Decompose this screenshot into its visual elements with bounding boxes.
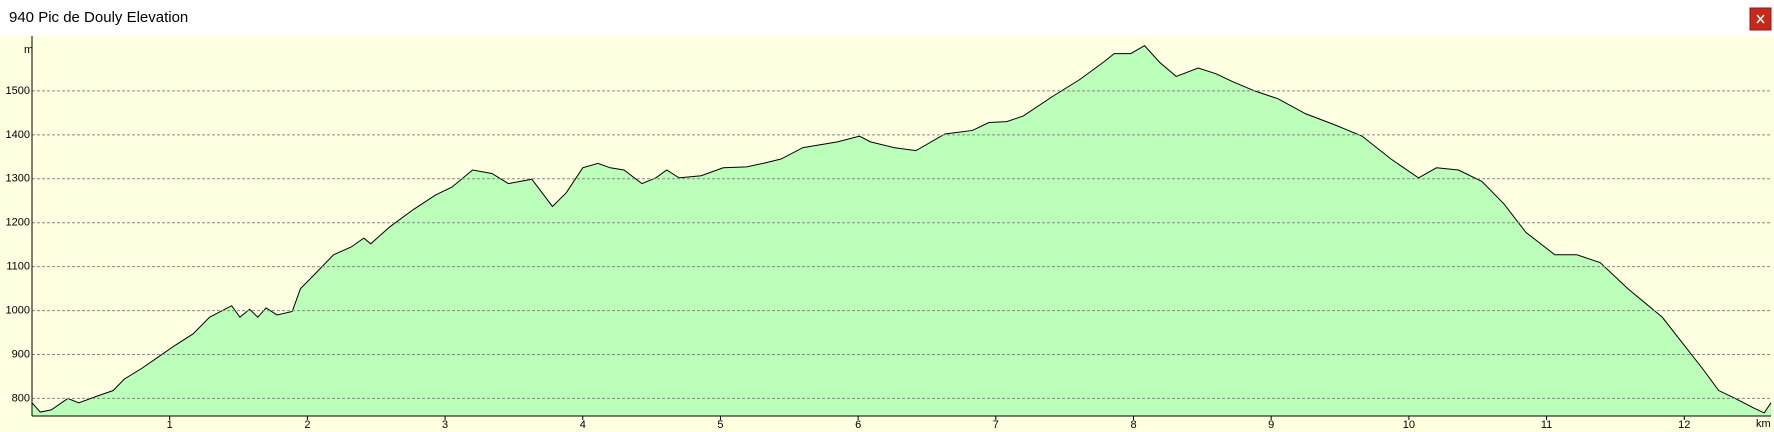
y-tick-label: 1500	[6, 85, 30, 97]
y-tick-label: 1300	[6, 173, 30, 185]
x-tick-label: 8	[1130, 419, 1136, 431]
x-tick-label: 10	[1403, 419, 1415, 431]
y-axis-label: m	[24, 44, 33, 56]
x-tick-label: 5	[717, 419, 723, 431]
x-axis-label: km	[1756, 418, 1771, 430]
close-button[interactable]	[1749, 7, 1772, 31]
title-bar	[0, 0, 1774, 36]
x-tick-label: 2	[304, 419, 310, 431]
x-tick-label: 1	[167, 419, 173, 431]
x-tick-label: 12	[1678, 419, 1690, 431]
x-tick-label: 4	[580, 419, 586, 431]
y-tick-label: 1200	[6, 217, 30, 229]
y-tick-label: 800	[12, 392, 30, 404]
x-tick-label: 9	[1268, 419, 1274, 431]
y-tick-label: 1100	[6, 261, 30, 273]
x-tick-label: 11	[1541, 419, 1552, 431]
window-title: 940 Pic de Douly Elevation	[9, 9, 188, 26]
y-tick-label: 1400	[6, 129, 30, 141]
y-tick-label: 1000	[6, 304, 30, 316]
close-icon	[1756, 14, 1765, 24]
x-tick-label: 7	[993, 419, 999, 431]
y-tick-label: 900	[12, 348, 30, 360]
elevation-line	[31, 45, 1772, 414]
area-fill	[32, 45, 1771, 416]
x-tick-label: 3	[442, 419, 448, 431]
x-tick-label: 6	[855, 419, 861, 431]
